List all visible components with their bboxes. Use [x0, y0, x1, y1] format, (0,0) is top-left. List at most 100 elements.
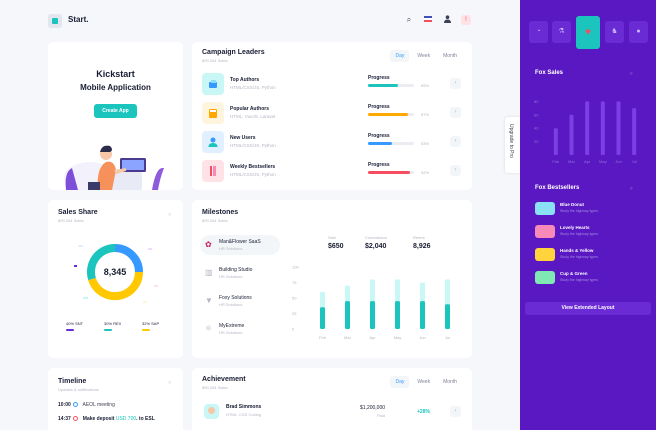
- tab-day[interactable]: Day: [390, 376, 410, 388]
- timeline-event: 14:37 Make deposit USD 700. to ESL: [58, 416, 155, 422]
- milestone-item[interactable]: ▼ Foxy Solutions HR Solutions: [200, 291, 280, 311]
- list-item: New Users HTML/CSS/JS, Python Progress 5…: [202, 131, 462, 153]
- card-title: Achievement: [202, 376, 246, 383]
- arrow-right-icon[interactable]: ›: [450, 107, 461, 118]
- timeline-card: Timeline Updates & notifications ⁘ 10:00…: [48, 368, 183, 430]
- search-icon[interactable]: ⌕: [406, 15, 412, 24]
- book-icon: [202, 160, 224, 182]
- rabbit-icon[interactable]: ●: [629, 21, 648, 43]
- product-thumbnail: [535, 271, 555, 284]
- event-time: 10:00: [58, 402, 71, 408]
- bar: [600, 101, 605, 155]
- more-options-icon[interactable]: ⁘: [629, 186, 634, 192]
- row-subtitle: HTML/CSS/JS, Python: [230, 172, 276, 177]
- stat-commission: Commission $2,040: [365, 235, 387, 250]
- user-icon[interactable]: [442, 15, 452, 25]
- stat-label: Sale: [328, 235, 337, 240]
- arrow-right-icon[interactable]: ›: [450, 136, 461, 147]
- lab-icon[interactable]: ⚗: [552, 21, 571, 43]
- fox-bestsellers-title: Fox Bestsellers: [535, 185, 580, 191]
- logo-icon[interactable]: [48, 14, 62, 28]
- flower-icon: ✿: [205, 240, 212, 249]
- x-tick-label: Apr: [584, 159, 591, 164]
- right-panel: ◔ ⚗ ♥ ♞ ● Fox Sales ⁘ 20 40 60 80 Feb Mar Apr M…: [520, 0, 656, 430]
- milestone-item[interactable]: ✿ Man&Flower SaaS HR Solutions: [200, 235, 280, 255]
- person-name[interactable]: Brad Simmons: [226, 404, 262, 410]
- card-title: Campaign Leaders: [202, 49, 265, 56]
- row-title[interactable]: Top Authors: [230, 77, 260, 83]
- row-subtitle: HTML/CSS/JS, Python: [230, 85, 276, 90]
- more-options-icon[interactable]: ⁘: [167, 212, 172, 218]
- tab-month[interactable]: Month: [443, 53, 457, 59]
- kickstart-subtitle: Mobile Application: [80, 83, 151, 92]
- bar: [445, 304, 450, 329]
- x-tick-label: Jun: [615, 159, 621, 164]
- product-name: Lovely Hearts: [560, 225, 590, 230]
- campaign-leaders-card: Campaign Leaders 890,344 Sales Day Week …: [192, 42, 472, 190]
- stat-value: $2,040: [365, 243, 387, 250]
- fox-sales-title: Fox Sales: [535, 70, 564, 76]
- arrow-right-icon[interactable]: ›: [450, 165, 461, 176]
- stat-value: 8,926: [413, 243, 431, 250]
- milestones-bar-chart: 0 25 50 75 100 Feb Mar Apr May Jun Jul: [292, 265, 450, 341]
- view-extended-layout-button[interactable]: View Extended Layout: [525, 302, 651, 315]
- pie-icon[interactable]: ◔: [529, 21, 548, 43]
- bar: [616, 101, 621, 155]
- milestone-title: MyExtreme: [219, 323, 245, 329]
- milestone-item[interactable]: ⚛ MyExtreme HR Solutions: [200, 319, 280, 339]
- x-tick-label: May: [599, 159, 607, 164]
- arrow-right-icon[interactable]: ›: [450, 406, 461, 417]
- brand-name[interactable]: Start.: [68, 15, 89, 24]
- event-suffix: . to ESL: [136, 416, 155, 422]
- more-options-icon[interactable]: ⁘: [629, 71, 634, 77]
- period-tabs: Day Week Month: [387, 50, 462, 62]
- legend-item: 30% REX: [104, 321, 121, 331]
- card-subtitle: 890,344 Sales: [202, 218, 228, 223]
- milestone-subtitle: HR Solutions: [219, 302, 243, 307]
- payment-status: Paid: [377, 413, 386, 418]
- period-tabs: Day Week Month: [387, 376, 462, 388]
- bar: [420, 301, 425, 329]
- x-tick-label: Jun: [419, 335, 425, 340]
- milestone-item[interactable]: ▥ Building Studio HR Solutions: [200, 263, 280, 283]
- legend-item: 40% SNT: [66, 321, 83, 331]
- dog-icon[interactable]: ♞: [605, 21, 624, 43]
- arrow-right-icon[interactable]: ›: [450, 78, 461, 89]
- milestone-title: Building Studio: [219, 267, 253, 273]
- upgrade-to-pro-tab[interactable]: Upgrade to Pro: [505, 117, 520, 173]
- progress-bar: [368, 142, 414, 145]
- card-title: Milestones: [202, 209, 239, 216]
- flag-icon[interactable]: [423, 15, 433, 25]
- card-subtitle: Updates & notifications: [58, 387, 99, 392]
- x-tick-label: Mar: [344, 335, 352, 340]
- product-thumbnail: [535, 202, 555, 215]
- event-amount[interactable]: USD 700: [115, 416, 137, 422]
- bar: [553, 128, 558, 155]
- milestone-title: Foxy Solutions: [219, 295, 252, 301]
- y-tick-label: 20: [534, 139, 539, 144]
- product-name: Cup & Green: [560, 271, 588, 276]
- tab-week[interactable]: Week: [417, 379, 431, 385]
- row-title[interactable]: Popular Authors: [230, 106, 269, 112]
- progress-label: Progress: [368, 133, 390, 139]
- event-text: Make deposit: [82, 416, 115, 422]
- tab-week[interactable]: Week: [417, 53, 431, 59]
- notification-icon[interactable]: !: [461, 15, 471, 25]
- legend-item: 32% SAP: [142, 321, 159, 331]
- list-item: Popular Authors HTML, VueJS, Laravel Pro…: [202, 102, 462, 124]
- timeline-dot-icon: [73, 402, 79, 407]
- row-title[interactable]: Weekly Bestsellers: [230, 164, 276, 170]
- tab-month[interactable]: Month: [443, 379, 457, 385]
- row-title[interactable]: New Users: [230, 135, 256, 141]
- create-app-button[interactable]: Create App: [94, 104, 137, 118]
- tab-day[interactable]: Day: [390, 50, 410, 62]
- upgrade-label: Upgrade to Pro: [508, 124, 514, 158]
- x-tick-label: Feb: [319, 335, 327, 340]
- product-desc: Study the highway types: [560, 232, 598, 236]
- y-tick-label: 40: [534, 126, 539, 131]
- heart-icon[interactable]: ♥: [576, 16, 600, 49]
- stat-sale: Sale $650: [328, 235, 344, 250]
- more-options-icon[interactable]: ⁘: [167, 380, 172, 386]
- milestones-card: Milestones 890,344 Sales ✿ Man&Flower Sa…: [192, 200, 472, 358]
- bar: [320, 307, 325, 329]
